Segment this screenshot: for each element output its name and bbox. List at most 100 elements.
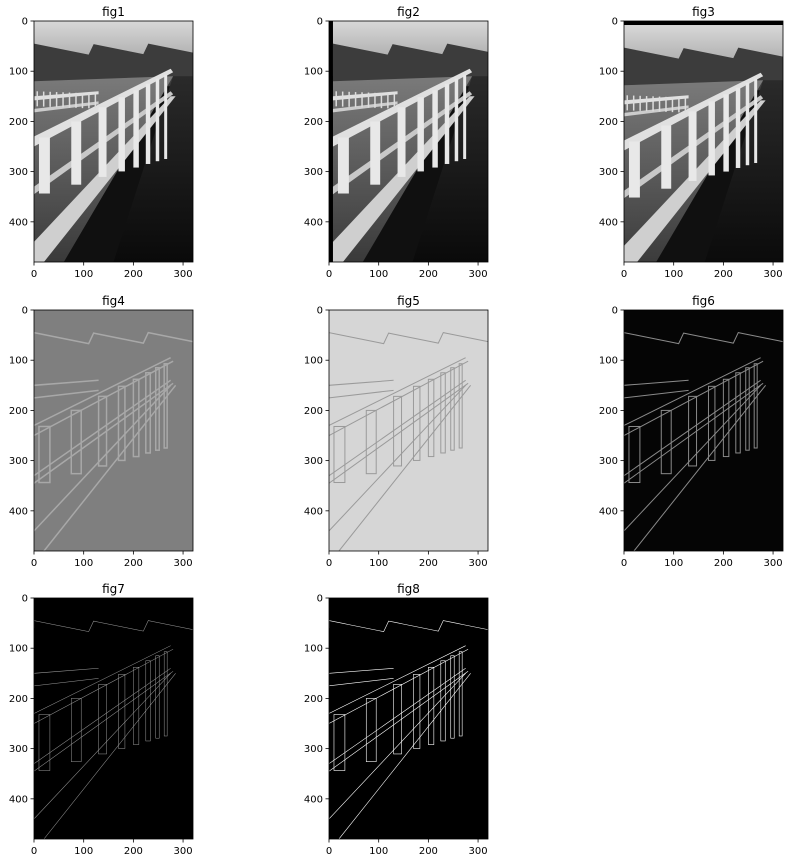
y-tick-label: 300: [304, 167, 323, 178]
panel-fig6: fig6 0 100 200 300 0 100 200 300 400: [599, 294, 784, 569]
y-tick-label: 100: [9, 356, 28, 367]
y-tick-label: 200: [304, 406, 323, 417]
x-tick-label: 300: [174, 269, 193, 280]
axes-frame: [33, 597, 194, 840]
panel-title: fig3: [692, 5, 715, 19]
x-tick-label: 200: [419, 846, 438, 857]
y-tick-label: 400: [599, 506, 618, 517]
y-tick-label: 400: [304, 217, 323, 228]
x-tick-label: 300: [469, 558, 488, 569]
panel-fig8: fig8 0 100 200 300 0 100 200 300 400: [304, 582, 489, 857]
panel-image: [624, 21, 783, 262]
x-tick-label: 200: [124, 846, 143, 857]
y-tick-label: 100: [599, 67, 618, 78]
y-tick-label: 0: [317, 17, 323, 28]
x-tick-label: 100: [74, 558, 93, 569]
y-tick-label: 200: [304, 117, 323, 128]
axes-frame: [328, 597, 489, 840]
axes-frame: [328, 20, 489, 263]
y-tick-label: 300: [9, 456, 28, 467]
y-tick-label: 200: [599, 117, 618, 128]
axes-frame: [33, 20, 194, 263]
y-tick-label: 200: [9, 406, 28, 417]
y-tick-label: 400: [9, 506, 28, 517]
panel-fig5: fig5 0 100 200 300 0 100 200 300 400: [304, 294, 489, 569]
panel-title: fig7: [102, 582, 125, 596]
x-tick-label: 300: [174, 846, 193, 857]
y-tick-label: 0: [22, 306, 28, 317]
x-tick-label: 200: [714, 269, 733, 280]
panel-image: [34, 598, 193, 839]
y-tick-label: 200: [9, 694, 28, 705]
y-tick-label: 0: [22, 594, 28, 605]
axes-frame: [623, 20, 784, 263]
y-tick-label: 100: [9, 644, 28, 655]
x-tick-label: 0: [326, 558, 332, 569]
panel-fig2: fig2 0 100 200 300 0 100 200 300 400: [304, 5, 489, 280]
x-tick-label: 200: [419, 558, 438, 569]
panel-image: [329, 310, 488, 551]
y-tick-label: 0: [317, 594, 323, 605]
y-tick-label: 0: [22, 17, 28, 28]
x-tick-label: 200: [124, 269, 143, 280]
panel-fig3: fig3 0 100 200 300 0 100 200 300 400: [599, 5, 784, 280]
x-tick-label: 100: [369, 558, 388, 569]
x-tick-label: 300: [469, 846, 488, 857]
panel-title: fig5: [397, 294, 420, 308]
x-tick-label: 200: [419, 269, 438, 280]
y-tick-label: 300: [599, 167, 618, 178]
x-tick-label: 300: [764, 558, 783, 569]
x-tick-label: 200: [714, 558, 733, 569]
x-tick-label: 100: [664, 558, 683, 569]
y-tick-label: 400: [304, 506, 323, 517]
x-tick-label: 100: [74, 846, 93, 857]
x-tick-label: 100: [664, 269, 683, 280]
x-tick-label: 0: [31, 558, 37, 569]
x-tick-label: 100: [369, 269, 388, 280]
x-tick-label: 200: [124, 558, 143, 569]
x-tick-label: 0: [31, 269, 37, 280]
panel-title: fig4: [102, 294, 125, 308]
y-tick-label: 0: [612, 17, 618, 28]
y-tick-label: 300: [9, 167, 28, 178]
x-tick-label: 0: [326, 269, 332, 280]
y-tick-label: 400: [9, 217, 28, 228]
x-tick-label: 100: [369, 846, 388, 857]
y-tick-label: 200: [599, 406, 618, 417]
panel-title: fig1: [102, 5, 125, 19]
axes-frame: [328, 309, 489, 552]
panel-fig7: fig7 0 100 200 300 0 100 200 300 400: [9, 582, 194, 857]
panel-image: [624, 310, 783, 551]
y-tick-label: 400: [304, 794, 323, 805]
axes-frame: [623, 309, 784, 552]
panel-fig1: fig1 0 100 200 300 0 100 200 300 400: [9, 5, 194, 280]
panel-image: [329, 21, 488, 262]
panel-title: fig6: [692, 294, 715, 308]
y-tick-label: 400: [9, 794, 28, 805]
x-tick-label: 300: [469, 269, 488, 280]
axes-frame: [33, 309, 194, 552]
y-tick-label: 100: [304, 644, 323, 655]
y-tick-label: 300: [304, 456, 323, 467]
y-tick-label: 200: [304, 694, 323, 705]
y-tick-label: 100: [304, 67, 323, 78]
panel-image: [34, 21, 193, 262]
y-tick-label: 100: [599, 356, 618, 367]
y-tick-label: 300: [304, 744, 323, 755]
y-tick-label: 300: [599, 456, 618, 467]
y-tick-label: 100: [304, 356, 323, 367]
x-tick-label: 300: [174, 558, 193, 569]
x-tick-label: 0: [621, 558, 627, 569]
panel-image: [34, 310, 193, 551]
x-tick-label: 0: [326, 846, 332, 857]
y-tick-label: 100: [9, 67, 28, 78]
panel-title: fig2: [397, 5, 420, 19]
x-tick-label: 300: [764, 269, 783, 280]
y-tick-label: 0: [317, 306, 323, 317]
panel-image: [329, 598, 488, 839]
panel-fig4: fig4 0 100 200 300 0 100 200 300 400: [9, 294, 194, 569]
x-tick-label: 0: [31, 846, 37, 857]
panel-title: fig8: [397, 582, 420, 596]
y-tick-label: 200: [9, 117, 28, 128]
